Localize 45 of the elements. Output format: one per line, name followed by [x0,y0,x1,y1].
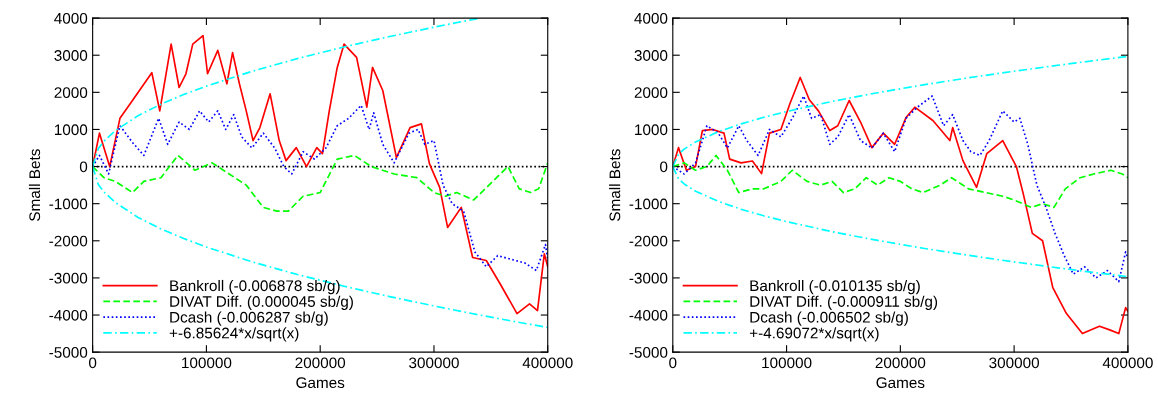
line-series [92,154,548,212]
legend-label: Dcash (-0.006502 sb/g) [750,311,908,326]
x-tick-label: 0 [669,357,677,369]
x-tick-label: 400000 [522,357,573,369]
line-series [672,154,1128,209]
x-tick-label: 200000 [875,357,926,369]
x-axis-title: Games [876,377,925,389]
line-series [92,104,548,272]
y-axis-title: Small Bets [609,149,621,221]
legend-label: DIVAT Diff. (-0.000911 sb/g) [750,295,938,310]
x-tick-label: 300000 [409,357,459,369]
y-tick-label: 0 [79,161,88,173]
y-tick-label: -4000 [629,309,668,321]
y-tick-label: 2000 [54,87,88,99]
x-tick-label: 400000 [1102,357,1153,369]
y-tick-label: 4000 [54,12,88,24]
y-tick-label: 1000 [635,124,668,136]
x-tick-label: 200000 [295,357,346,369]
legend-label: +-6.85624*x/sqrt(x) [169,327,299,342]
y-tick-label: -3000 [629,272,668,284]
y-tick-label: 1000 [54,124,88,136]
x-tick-label: 100000 [182,357,232,369]
x-tick-label: 300000 [989,357,1040,369]
x-tick-label: 0 [88,357,97,369]
y-tick-label: 4000 [634,12,668,24]
y-tick-label: 2000 [634,87,668,99]
legend-label: Bankroll (-0.006878 sb/g) [170,279,340,295]
x-axis-title: Games [296,377,345,389]
legend-label: DIVAT Diff. (0.000045 sb/g) [170,295,353,310]
y-axis-title: Small Bets [28,149,41,221]
y-tick-label: 3000 [634,50,668,61]
y-tick-label: -5000 [629,347,668,358]
y-tick-label: -3000 [49,272,88,284]
y-tick-label: 0 [660,161,668,173]
y-tick-label: -2000 [629,235,668,247]
legend-label: +-4.69072*x/sqrt(x) [749,327,879,342]
y-tick-label: -1000 [49,198,88,210]
y-tick-label: -4000 [49,309,88,321]
legend-label: Bankroll (-0.010135 sb/g) [750,279,920,295]
legend-label: Dcash (-0.006287 sb/g) [170,311,328,326]
y-tick-label: -5000 [49,347,88,358]
y-tick-label: -1000 [629,198,668,210]
y-tick-label: -2000 [49,235,88,247]
x-tick-label: 100000 [762,357,812,369]
y-tick-label: 3000 [54,50,88,61]
